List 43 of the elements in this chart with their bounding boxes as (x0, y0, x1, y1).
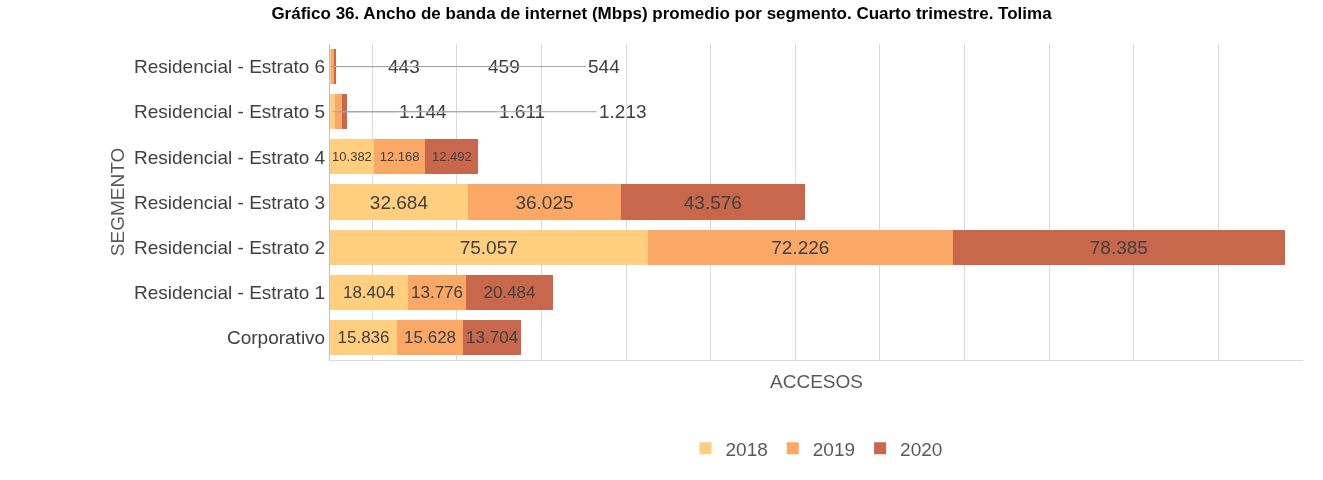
data-label: 12.168 (379, 149, 420, 165)
data-label: 32.684 (369, 191, 429, 213)
bar (425, 139, 479, 175)
bar (620, 184, 806, 220)
data-label: 13.776 (411, 282, 463, 302)
bar (334, 94, 342, 130)
data-label: 12.492 (431, 149, 472, 165)
data-label: 78.385 (1089, 236, 1148, 258)
bar (468, 184, 621, 220)
y-tick-label: Residencial - Estrato 1 (134, 281, 326, 303)
y-tick-label: Residencial - Estrato 3 (134, 191, 326, 213)
data-label: 10.382 (332, 149, 372, 165)
data-label: 15.836 (337, 327, 390, 347)
data-label: 75.057 (459, 236, 518, 258)
data-label: 1.144 (399, 101, 447, 122)
bar (330, 94, 335, 130)
y-tick-label: Residencial - Estrato 6 (134, 56, 326, 78)
chart-title: Gráfico 36. Ancho de banda de internet (Mbps) promedio por segmento. Cuarto trimestre. Tolima (271, 4, 1053, 24)
data-label: 43.576 (683, 191, 742, 213)
data-label: 1.213 (599, 101, 647, 122)
data-label: 459 (488, 56, 520, 77)
y-axis-title: SEGMENTO (106, 147, 128, 257)
y-tick-label: Residencial - Estrato 4 (134, 146, 326, 168)
y-tick-label: Residencial - Estrato 2 (134, 236, 326, 258)
bar (330, 184, 469, 220)
data-label: 18.404 (342, 282, 395, 302)
data-label: 15.628 (404, 327, 457, 347)
data-label: 1.611 (499, 101, 546, 122)
legend-label: 2020 (900, 438, 943, 460)
data-label: 72.226 (771, 236, 830, 258)
x-axis-title: ACCESOS (770, 370, 863, 392)
data-label: 544 (588, 56, 621, 77)
legend-label: 2018 (725, 438, 768, 460)
y-tick-label: Corporativo (226, 327, 326, 349)
data-label: 20.484 (483, 282, 536, 302)
y-tick-label: Residencial - Estrato 5 (134, 101, 326, 123)
data-label: 13.704 (466, 327, 519, 347)
legend-label: 2019 (812, 438, 856, 460)
bar (953, 229, 1285, 265)
bar (647, 229, 954, 265)
data-label: 36.025 (515, 191, 574, 213)
bar (330, 229, 648, 265)
bar (341, 94, 347, 130)
